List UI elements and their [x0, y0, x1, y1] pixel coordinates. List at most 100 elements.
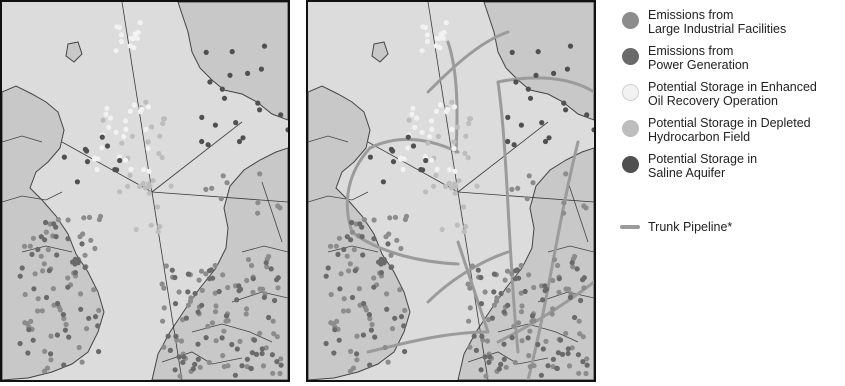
power-emission-point	[253, 351, 260, 357]
industrial-emission-point	[515, 320, 522, 326]
industrial-emission-point	[403, 213, 410, 219]
saline-aquifer-point	[199, 138, 205, 145]
eor-storage-point	[122, 118, 129, 124]
industrial-emission-point	[570, 264, 576, 270]
industrial-emission-point	[96, 307, 102, 313]
legend-label: Potential Storage in Enhanced Oil Recove…	[648, 80, 842, 108]
saline-aquifer-point	[511, 142, 517, 148]
power-emission-point	[183, 315, 189, 321]
legend-label-line: Oil Recovery Operation	[648, 94, 778, 108]
eor-storage-point	[452, 168, 458, 174]
industrial-emission-point	[43, 229, 49, 235]
power-emission-point	[19, 265, 25, 271]
power-emission-point	[232, 372, 238, 378]
eor-storage-point	[428, 118, 435, 124]
industrial-emission-point	[356, 286, 362, 292]
industrial-emission-point	[255, 200, 261, 206]
industrial-emission-point	[531, 284, 537, 291]
industrial-emission-point	[388, 252, 394, 258]
power-emission-point	[263, 260, 269, 266]
eor-storage-point	[127, 43, 133, 49]
power-emission-point	[529, 313, 536, 319]
country-border	[567, 181, 589, 243]
industrial-emission-point	[563, 330, 569, 336]
power-emission-point	[341, 246, 347, 253]
saline-aquifer-point	[205, 142, 211, 148]
eor-storage-point	[428, 157, 435, 163]
land-mass	[177, 2, 288, 121]
eor-storage-point	[132, 31, 138, 37]
power-emission-point	[325, 265, 331, 271]
industrial-emission-point	[30, 235, 36, 241]
industrial-emission-point	[394, 237, 400, 243]
power-emission-point	[525, 335, 531, 341]
power-emission-point	[248, 365, 254, 372]
industrial-emission-point	[518, 309, 525, 315]
depleted-field-point	[433, 172, 439, 178]
country-border	[308, 135, 349, 143]
industrial-emission-point	[566, 286, 572, 292]
power-emission-point	[65, 236, 71, 242]
saline-aquifer-point	[567, 43, 574, 49]
power-emission-point	[372, 334, 378, 340]
industrial-emission-point	[161, 305, 167, 311]
industrial-emission-point	[349, 229, 355, 235]
industrial-emission-point	[277, 370, 283, 377]
industrial-emission-point	[347, 261, 353, 267]
industrial-emission-point	[205, 323, 211, 329]
eor-storage-point	[420, 24, 426, 30]
industrial-emission-point	[257, 171, 263, 177]
eor-storage-point	[440, 35, 446, 41]
industrial-emission-point	[465, 281, 471, 287]
industrial-emission-point	[203, 271, 209, 277]
saline-aquifer-point	[245, 70, 251, 76]
industrial-emission-point	[270, 370, 276, 376]
power-emission-point	[501, 356, 507, 362]
industrial-emission-point	[274, 334, 280, 340]
industrial-emission-point	[526, 353, 532, 359]
power-emission-point	[371, 236, 377, 242]
power-emission-point	[378, 270, 384, 276]
depleted-field-point	[463, 223, 469, 230]
industrial-emission-point	[244, 306, 250, 312]
power-emission-point	[54, 252, 60, 258]
industrial-emission-point	[509, 271, 515, 277]
country-border	[327, 245, 379, 253]
power-emission-point	[337, 286, 343, 292]
industrial-emission-point	[354, 333, 360, 339]
industrial-emission-point	[467, 285, 473, 291]
eor-storage-point	[127, 108, 133, 114]
industrial-emission-point	[32, 271, 38, 277]
power-emissions-swatch-icon	[622, 48, 639, 65]
power-emission-point	[550, 356, 556, 362]
saline-aquifer-point	[584, 112, 590, 118]
industrial-emission-point	[382, 344, 388, 351]
eor-storage-point	[451, 145, 457, 152]
saline-aquifer-point	[99, 134, 105, 140]
depleted-field-point	[156, 150, 162, 157]
depleted-field-point	[452, 190, 458, 196]
eor-storage-point	[128, 36, 134, 42]
eor-storage-point	[103, 111, 109, 117]
trunk-pipeline	[446, 40, 459, 154]
depleted-field-point	[461, 204, 467, 210]
power-emission-point	[401, 323, 407, 329]
industrial-emission-point	[65, 275, 71, 281]
industrial-emission-point	[505, 287, 511, 293]
industrial-emission-point	[27, 243, 33, 249]
power-emission-point	[540, 346, 546, 352]
industrial-emission-point	[491, 302, 497, 308]
power-emission-point	[491, 271, 497, 277]
eor-storage-point	[106, 124, 112, 130]
country-border	[2, 191, 63, 203]
saline-aquifer-point	[513, 79, 519, 85]
power-emission-point	[489, 315, 495, 321]
industrial-emission-point	[218, 196, 224, 202]
industrial-emission-point	[338, 271, 344, 277]
depleted-field-point	[456, 178, 462, 184]
depleted-field-point	[467, 116, 473, 122]
power-emission-point	[96, 348, 102, 355]
industrial-emission-point	[61, 316, 67, 322]
power-emission-point	[572, 314, 578, 321]
trunk-pipeline	[496, 76, 594, 94]
